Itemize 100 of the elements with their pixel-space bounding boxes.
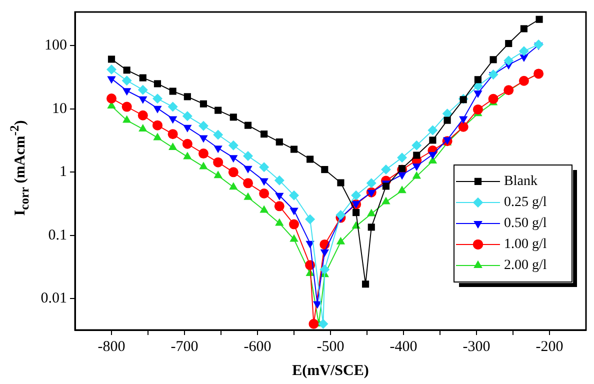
point: [336, 236, 346, 244]
point: [428, 125, 438, 136]
point: [108, 56, 116, 63]
point: [122, 76, 132, 86]
point: [534, 40, 544, 50]
point: [182, 138, 192, 149]
point: [182, 111, 192, 122]
point: [490, 56, 497, 64]
point: [428, 152, 438, 160]
point: [138, 96, 148, 104]
point: [275, 218, 284, 226]
point: [122, 102, 132, 112]
point: [308, 318, 319, 329]
point: [367, 208, 376, 216]
point: [274, 175, 284, 186]
point: [199, 135, 208, 143]
point: [368, 224, 375, 231]
point: [488, 69, 498, 80]
point: [290, 208, 298, 216]
point: [472, 104, 483, 114]
point: [152, 120, 162, 130]
point: [518, 76, 529, 86]
point: [244, 122, 252, 129]
point: [260, 205, 268, 213]
point: [276, 138, 283, 146]
point: [199, 162, 208, 170]
point: [153, 132, 162, 140]
point: [198, 148, 208, 159]
point: [397, 152, 408, 163]
point: [412, 140, 422, 150]
point: [290, 234, 298, 242]
point: [168, 129, 178, 140]
legend-label: 1.00 g/l: [504, 237, 547, 252]
point: [229, 182, 238, 190]
point: [259, 162, 270, 172]
point: [198, 120, 208, 131]
point: [122, 115, 132, 123]
point: [474, 90, 482, 98]
point: [362, 280, 370, 288]
point: [154, 80, 162, 88]
legend-label: 2.00 g/l: [504, 258, 547, 274]
y-tick-label: 10: [52, 100, 67, 117]
point: [153, 106, 162, 114]
point: [243, 151, 254, 162]
point: [214, 106, 222, 114]
point: [260, 130, 268, 138]
y-tick-label: 100: [44, 38, 67, 54]
point: [320, 249, 329, 257]
point: [183, 124, 192, 132]
point: [351, 190, 362, 200]
point: [459, 116, 468, 124]
point: [534, 68, 544, 79]
point: [230, 114, 237, 121]
point: [168, 102, 178, 112]
point: [244, 166, 252, 174]
point: [337, 179, 344, 186]
x-tick-label: -700: [170, 338, 198, 355]
point: [213, 130, 224, 140]
point: [536, 16, 543, 23]
y-tick-label: 0.01: [40, 290, 67, 307]
point: [214, 146, 222, 154]
point: [320, 264, 330, 274]
point: [243, 178, 254, 188]
point: [474, 76, 482, 84]
x-tick-label: -300: [462, 338, 490, 355]
point: [289, 190, 299, 200]
point: [367, 190, 376, 198]
point: [228, 167, 238, 178]
x-tick-label: -500: [316, 338, 344, 355]
point: [200, 100, 208, 108]
point: [244, 192, 252, 200]
point: [444, 116, 451, 124]
point: [138, 110, 148, 120]
x-axis-title: E(mV/SCE): [292, 362, 369, 379]
point: [123, 66, 130, 74]
x-tick-label: -800: [98, 338, 126, 355]
point: [229, 155, 238, 163]
legend-label: Blank: [504, 174, 538, 190]
point: [412, 171, 421, 179]
point: [306, 156, 314, 163]
point: [289, 219, 299, 230]
point: [138, 84, 148, 95]
point: [429, 136, 436, 144]
point: [290, 146, 298, 153]
y-tick-label: 1: [60, 164, 67, 180]
point: [260, 178, 268, 186]
point: [413, 152, 420, 159]
point: [318, 318, 328, 329]
point: [520, 54, 528, 62]
x-tick-label: -200: [536, 338, 564, 355]
point: [488, 94, 498, 104]
x-tick-label: -600: [244, 338, 272, 355]
point: [184, 93, 191, 100]
point: [412, 164, 421, 172]
point: [169, 88, 176, 95]
point: [228, 140, 238, 150]
point: [398, 165, 406, 172]
point: [213, 157, 224, 168]
point: [398, 172, 406, 180]
x-tick-label: -400: [390, 338, 418, 355]
